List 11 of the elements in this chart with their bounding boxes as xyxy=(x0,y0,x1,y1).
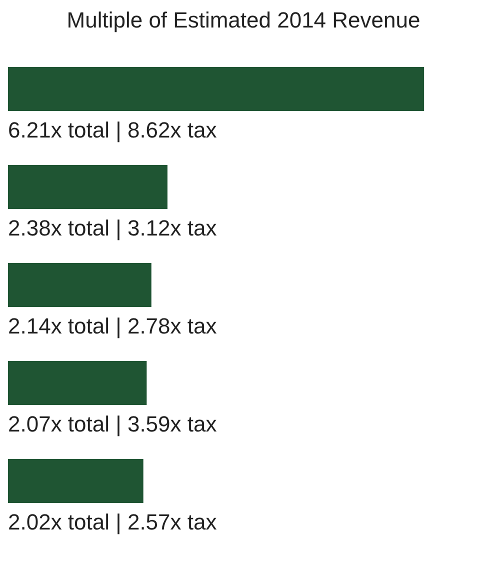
bar xyxy=(8,263,152,307)
bar xyxy=(8,361,147,405)
bar xyxy=(8,67,424,111)
data-label: 2.02x total | 2.57x tax xyxy=(8,510,217,534)
data-label: 2.07x total | 3.59x tax xyxy=(8,412,217,436)
bar xyxy=(8,459,144,503)
bar xyxy=(8,165,168,209)
data-label: 6.21x total | 8.62x tax xyxy=(8,118,217,142)
data-label: 2.38x total | 3.12x tax xyxy=(8,216,217,240)
chart-title: Multiple of Estimated 2014 Revenue xyxy=(66,8,420,32)
data-label: 2.14x total | 2.78x tax xyxy=(8,314,217,338)
